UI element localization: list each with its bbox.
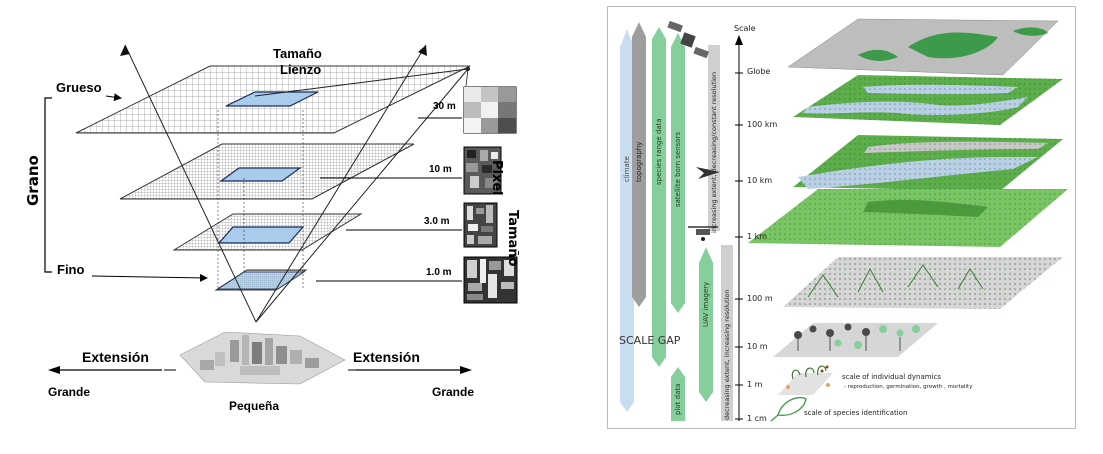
pixel-30m-image	[463, 86, 517, 134]
coarse-canvas	[225, 91, 319, 107]
scale-10km-label: 10 km	[747, 176, 773, 185]
increasing-extent-label: increasing extent, decreasing/constant r…	[710, 71, 718, 233]
grande-left-label: Grande	[48, 385, 91, 399]
res-10m-label: 10 m	[429, 164, 452, 175]
scale-globe-label: Globe	[747, 67, 771, 76]
species-range-arrow	[652, 27, 666, 367]
extension-right-label: Extensión	[353, 349, 420, 365]
tamano-pixel-label-2: Pixel	[489, 160, 504, 196]
globe-layer	[787, 18, 1059, 76]
res-3m-label: 3.0 m	[424, 216, 450, 227]
plot-label: plot data	[674, 383, 682, 415]
uav-label: UAV imagery	[702, 281, 710, 327]
layer-100km	[793, 75, 1063, 125]
city-model	[179, 331, 346, 385]
airplane-icon	[696, 167, 720, 179]
extension-left-label: Extensión	[82, 349, 149, 365]
grande-right-label: Grande	[432, 385, 475, 399]
tamano-lienzo-label-1: Tamaño	[273, 46, 322, 61]
pixel-10m-image	[463, 146, 502, 195]
fino-label: Fino	[57, 262, 85, 277]
individual-dynamics-subtitle: - reproduction, germination, growth , mo…	[844, 384, 973, 390]
res-1m-label: 1.0 m	[426, 267, 452, 278]
drone-icon	[688, 226, 718, 241]
decreasing-extent-label: decreasing extent, increasing resolution	[723, 289, 731, 420]
species-identification-label: scale of species identification	[804, 409, 908, 417]
tamano-lienzo-label-2: Lienzo	[280, 62, 322, 77]
leaf-icon	[770, 396, 807, 422]
medium-canvas	[219, 167, 302, 182]
scale-100m-label: 100 m	[747, 294, 773, 303]
pixel-3m-image	[463, 202, 498, 248]
climate-label: climate	[623, 156, 631, 182]
satellite-label: satellite born sensors	[674, 131, 682, 207]
seedlings-1m	[778, 365, 833, 395]
uav-arrow	[699, 247, 713, 402]
scale-layers-diagram	[620, 18, 1068, 422]
satellite-arrow	[671, 33, 685, 313]
scale-1km-label: 1 km	[747, 232, 768, 241]
scale-1m-label: 1 m	[747, 380, 763, 389]
pixel-1m-image	[463, 256, 518, 304]
scale-gap-diagram: climate topography species range data sa…	[607, 6, 1076, 429]
layer-10km	[793, 135, 1063, 191]
scale-10m-label: 10 m	[747, 342, 768, 351]
fine-canvas	[217, 226, 305, 244]
topography-arrow	[632, 22, 646, 307]
plot-arrow	[671, 367, 685, 421]
tamano-pixel-label-1: Tamaño	[505, 210, 520, 267]
grueso-label: Grueso	[56, 80, 102, 95]
layer-100m	[783, 257, 1063, 309]
pequena-label: Pequeña	[229, 399, 280, 413]
layer-1km	[748, 189, 1068, 247]
grano-label: Grano	[24, 155, 42, 206]
topography-label: topography	[635, 141, 643, 182]
scale-gap-label: SCALE GAP	[619, 334, 681, 347]
res-30m-label: 30 m	[433, 101, 456, 112]
increasing-extent-arrow	[708, 45, 720, 231]
satellite-icon	[667, 20, 709, 59]
species-range-label: species range data	[655, 118, 663, 185]
scale-1cm-label: 1 cm	[747, 414, 767, 423]
scale-100km-label: 100 km	[747, 120, 778, 129]
grain-extent-diagram: Grueso Tamaño Lienzo Grano Fino 30 m 10 …	[24, 44, 520, 413]
individual-dynamics-title: scale of individual dynamics	[842, 373, 942, 381]
decreasing-extent-arrow	[721, 245, 733, 421]
layer-10m	[773, 323, 938, 357]
climate-arrow	[620, 29, 634, 412]
scale-axis-title: Scale	[734, 24, 756, 33]
layered-planes-diagram	[44, 44, 518, 385]
